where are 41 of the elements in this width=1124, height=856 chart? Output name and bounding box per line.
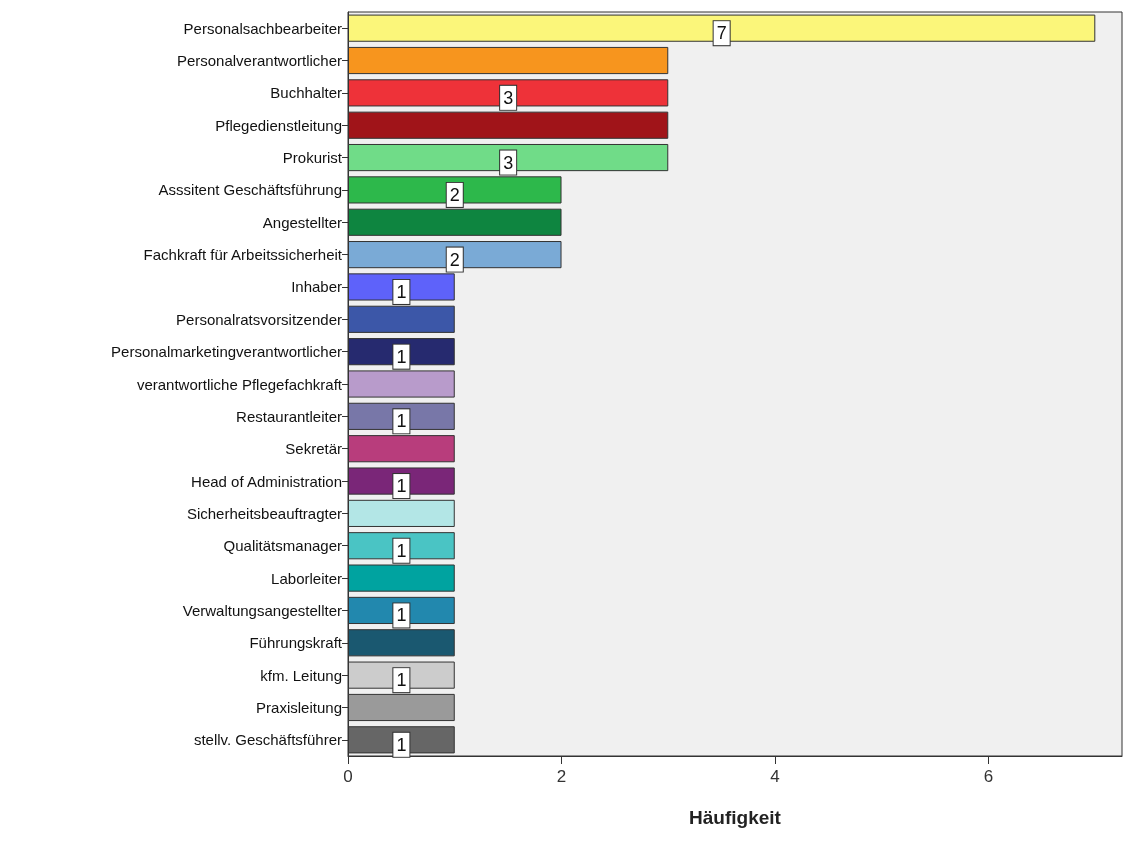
y-tick-label: Pflegedienstleitung bbox=[215, 116, 342, 134]
y-tick-label: Qualitätsmanager bbox=[223, 537, 342, 555]
data-label: 1 bbox=[396, 540, 407, 561]
data-label: 2 bbox=[449, 184, 460, 205]
data-label: 2 bbox=[449, 249, 460, 270]
y-tick-label: Head of Administration bbox=[191, 472, 342, 490]
data-label: 7 bbox=[716, 23, 727, 44]
y-tick-label: Buchhalter bbox=[270, 84, 342, 102]
y-tick-label: Angestellter bbox=[262, 213, 342, 231]
x-tick-label: 0 bbox=[343, 767, 353, 786]
y-tick-label: kfm. Leitung bbox=[260, 666, 342, 684]
y-tick-label: stellv. Geschäftsführer bbox=[193, 731, 342, 749]
y-tick-label: Personalsachbearbeiter bbox=[183, 19, 342, 37]
x-axis-title: Häufigkeit bbox=[689, 807, 782, 828]
data-label: 1 bbox=[396, 476, 407, 497]
y-tick-label: Asssitent Geschäftsführung bbox=[158, 181, 342, 199]
y-tick-label: Inhaber bbox=[291, 278, 342, 296]
data-label: 1 bbox=[396, 346, 407, 367]
x-tick-label: 6 bbox=[983, 767, 994, 786]
x-tick-label: 4 bbox=[770, 767, 780, 786]
data-label: 1 bbox=[396, 605, 407, 626]
data-label: 1 bbox=[396, 670, 407, 691]
y-tick-label: Verwaltungsangestellter bbox=[182, 601, 342, 619]
data-label: 1 bbox=[396, 281, 407, 302]
y-tick-label: Personalmarketingverantwortlicher bbox=[111, 343, 342, 361]
data-label: 1 bbox=[396, 411, 407, 432]
y-tick-label: Prokurist bbox=[282, 149, 343, 167]
y-tick-label: verantwortliche Pflegefachkraft bbox=[136, 375, 343, 393]
y-tick-label: Personalverantwortlicher bbox=[176, 52, 342, 70]
data-label: 3 bbox=[503, 152, 514, 173]
y-tick-label: Fachkraft für Arbeitssicherheit bbox=[143, 246, 343, 264]
y-tick-label: Sekretär bbox=[285, 440, 342, 458]
data-label: 1 bbox=[396, 734, 407, 755]
y-tick-label: Restaurantleiter bbox=[236, 407, 342, 425]
data-label: 3 bbox=[503, 87, 514, 108]
x-tick-label: 2 bbox=[556, 767, 567, 786]
y-tick-label: Sicherheitsbeauftragter bbox=[186, 504, 342, 522]
y-tick-label: Personalratsvorsitzender bbox=[176, 310, 342, 328]
y-tick-label: Laborleiter bbox=[271, 569, 342, 587]
y-tick-label: Führungskraft bbox=[249, 634, 343, 652]
y-tick-label: Praxisleitung bbox=[256, 698, 342, 716]
